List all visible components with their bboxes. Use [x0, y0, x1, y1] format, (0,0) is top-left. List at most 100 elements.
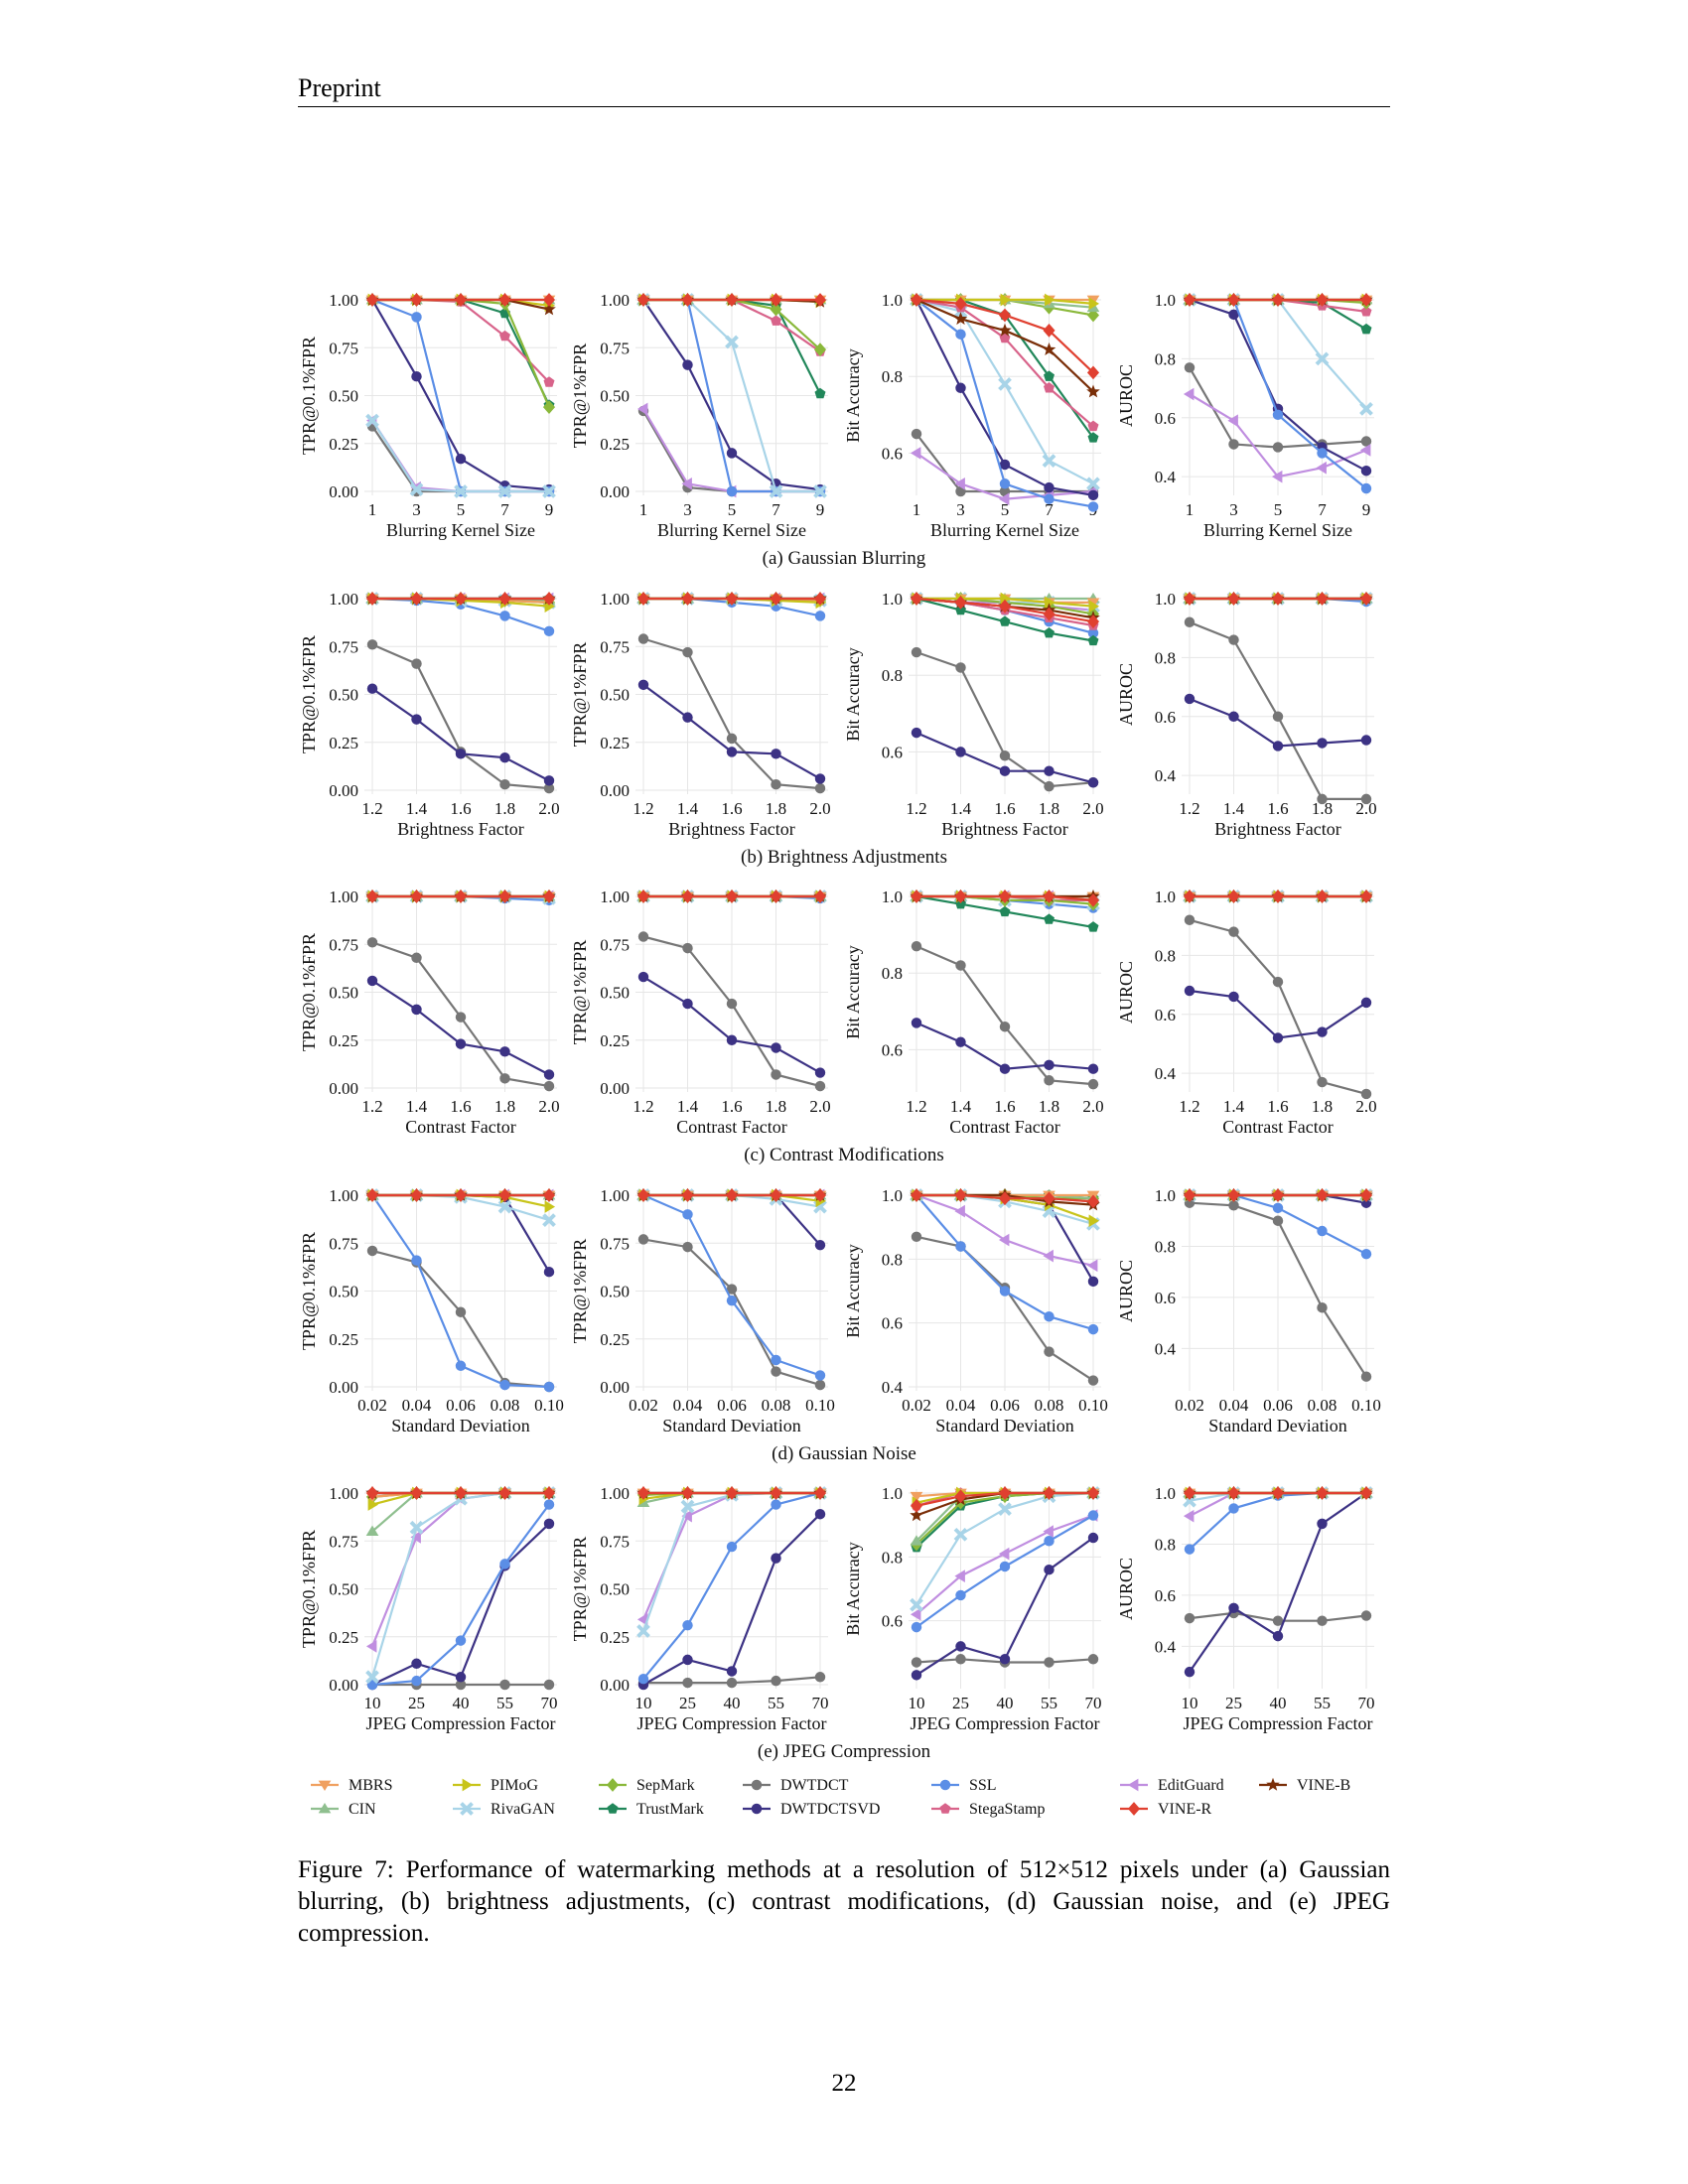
data-point [999, 751, 1011, 761]
data-point [411, 658, 422, 669]
data-point [1044, 913, 1055, 924]
y-tick-label: 0.25 [600, 1330, 630, 1349]
legend-marker [460, 1802, 474, 1816]
data-point [1317, 793, 1328, 805]
data-point [955, 1654, 966, 1665]
data-point [682, 712, 693, 723]
data-point [498, 889, 511, 903]
data-point [454, 1188, 468, 1202]
data-point [1359, 1486, 1373, 1500]
data-point [499, 330, 510, 341]
y-tick-label: 0.6 [1155, 1289, 1176, 1307]
data-point [1228, 1602, 1239, 1614]
data-point [411, 714, 422, 725]
x-tick-label: 5 [1001, 500, 1010, 519]
y-tick-label: 0.75 [600, 339, 630, 357]
data-point [910, 889, 923, 903]
data-point [411, 370, 422, 382]
y-tick-label: 0.75 [600, 1234, 630, 1253]
data-point [999, 1654, 1011, 1665]
data-point [771, 778, 781, 790]
x-tick-label: 2.0 [1082, 1097, 1103, 1116]
series-vine-r [910, 592, 1100, 629]
series-vine-r [910, 1486, 1100, 1513]
data-point [726, 1541, 738, 1553]
data-point [636, 1486, 650, 1500]
data-point [1044, 780, 1055, 792]
data-point [543, 1266, 555, 1278]
data-point [411, 312, 422, 323]
data-point [770, 592, 782, 606]
legend-label: VINE-B [1297, 1777, 1350, 1794]
data-point [1087, 1078, 1099, 1090]
data-point [1184, 362, 1196, 373]
x-tick-label: 25 [679, 1694, 696, 1712]
series-dwtdct [1184, 616, 1372, 805]
y-tick-label: 0.8 [882, 1250, 903, 1269]
x-tick-label: 55 [496, 1694, 513, 1712]
x-tick-label: 55 [768, 1694, 784, 1712]
data-point [1087, 777, 1099, 788]
y-tick-label: 0.4 [1155, 1637, 1177, 1656]
data-point [910, 293, 923, 307]
legend-label: DWTDCTSVD [780, 1801, 880, 1818]
y-tick-label: 0.25 [600, 1031, 630, 1050]
data-point [365, 1188, 379, 1202]
y-axis-label: AUROC [1116, 1260, 1136, 1322]
y-tick-label: 0.75 [329, 1532, 358, 1551]
x-tick-label: 1.4 [406, 1097, 428, 1116]
data-point [771, 1042, 781, 1053]
data-point [1359, 592, 1373, 606]
subfigure-row-3: 0.00 0.25 0.50 0.75 1.00 1.2 1.4 1.6 1.8 2.0 Contr… [299, 887, 1377, 1165]
data-point [1086, 477, 1100, 491]
data-point [910, 1607, 921, 1621]
y-tick-label: 0.6 [1155, 1006, 1176, 1024]
y-tick-label: 0.6 [882, 1612, 903, 1631]
data-point [910, 1508, 923, 1522]
series-editguard [1183, 387, 1371, 483]
y-tick-label: 0.8 [1155, 349, 1176, 368]
panel-tpr-1-fpr: 0.00 0.25 0.50 0.75 1.00 1 3 5 7 9 Blurring Kernel… [570, 291, 828, 540]
header-rule [298, 106, 1390, 107]
y-tick-label: 0.25 [329, 734, 358, 752]
legend-item-dwtdct: DWTDCT [743, 1777, 849, 1794]
data-point [637, 931, 649, 942]
y-axis-label: TPR@1%FPR [570, 940, 590, 1045]
data-point [542, 293, 556, 307]
x-tick-label: 5 [728, 500, 737, 519]
data-point [726, 1284, 738, 1295]
y-tick-label: 0.00 [600, 1676, 630, 1695]
data-point [681, 477, 692, 490]
data-point [813, 293, 827, 307]
y-tick-label: 0.8 [882, 964, 903, 983]
x-axis-label: Standard Deviation [662, 1416, 800, 1435]
data-point [409, 1520, 424, 1535]
x-tick-label: 10 [364, 1694, 381, 1712]
y-tick-label: 1.00 [329, 887, 358, 906]
x-axis-label: JPEG Compression Factor [911, 1713, 1100, 1733]
x-tick-label: 10 [635, 1694, 652, 1712]
x-tick-label: 55 [1041, 1694, 1057, 1712]
y-tick-label: 0.25 [600, 1628, 630, 1647]
data-point [454, 1486, 468, 1500]
data-point [543, 1069, 555, 1080]
data-point [1088, 297, 1100, 311]
y-tick-label: 0.00 [600, 781, 630, 800]
x-tick-label: 0.02 [357, 1396, 387, 1415]
x-tick-label: 2.0 [1082, 799, 1103, 818]
x-tick-label: 1.2 [361, 799, 382, 818]
data-point [681, 1509, 692, 1523]
x-axis-label: Blurring Kernel Size [657, 520, 806, 540]
data-point [1317, 1026, 1328, 1037]
data-point [1316, 461, 1327, 475]
data-point [499, 1379, 510, 1391]
x-tick-label: 70 [541, 1694, 558, 1712]
data-point [637, 679, 649, 691]
data-point [1359, 889, 1373, 903]
data-point [725, 889, 739, 903]
data-point [455, 453, 467, 465]
legend-label: PIMoG [491, 1777, 538, 1794]
x-tick-label: 5 [1274, 500, 1283, 519]
series-dwtdctsvd [1184, 693, 1372, 751]
data-point [498, 1188, 511, 1202]
